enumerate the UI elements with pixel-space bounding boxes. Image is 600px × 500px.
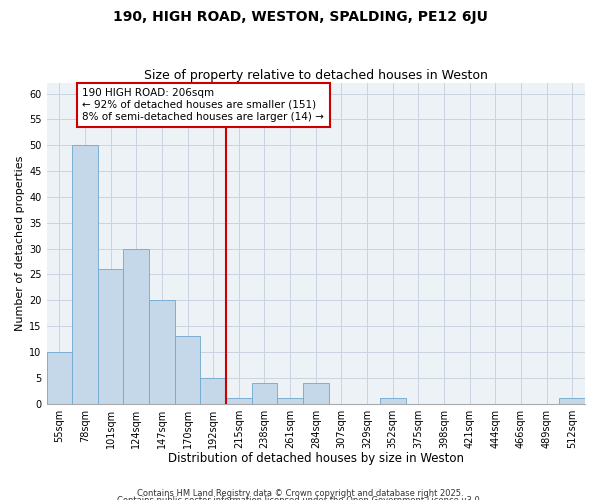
Bar xyxy=(98,269,124,404)
Bar xyxy=(303,383,329,404)
Bar xyxy=(72,145,98,404)
Bar xyxy=(47,352,72,404)
Title: Size of property relative to detached houses in Weston: Size of property relative to detached ho… xyxy=(144,69,488,82)
Bar xyxy=(277,398,303,404)
Bar xyxy=(226,398,251,404)
Bar xyxy=(559,398,585,404)
Bar xyxy=(175,336,200,404)
X-axis label: Distribution of detached houses by size in Weston: Distribution of detached houses by size … xyxy=(168,452,464,465)
Y-axis label: Number of detached properties: Number of detached properties xyxy=(15,156,25,331)
Bar xyxy=(200,378,226,404)
Bar xyxy=(380,398,406,404)
Text: Contains HM Land Registry data © Crown copyright and database right 2025.: Contains HM Land Registry data © Crown c… xyxy=(137,488,463,498)
Bar xyxy=(251,383,277,404)
Text: 190, HIGH ROAD, WESTON, SPALDING, PE12 6JU: 190, HIGH ROAD, WESTON, SPALDING, PE12 6… xyxy=(113,10,487,24)
Text: 190 HIGH ROAD: 206sqm
← 92% of detached houses are smaller (151)
8% of semi-deta: 190 HIGH ROAD: 206sqm ← 92% of detached … xyxy=(82,88,325,122)
Text: Contains public sector information licensed under the Open Government Licence v3: Contains public sector information licen… xyxy=(118,496,482,500)
Bar xyxy=(124,248,149,404)
Bar xyxy=(149,300,175,404)
